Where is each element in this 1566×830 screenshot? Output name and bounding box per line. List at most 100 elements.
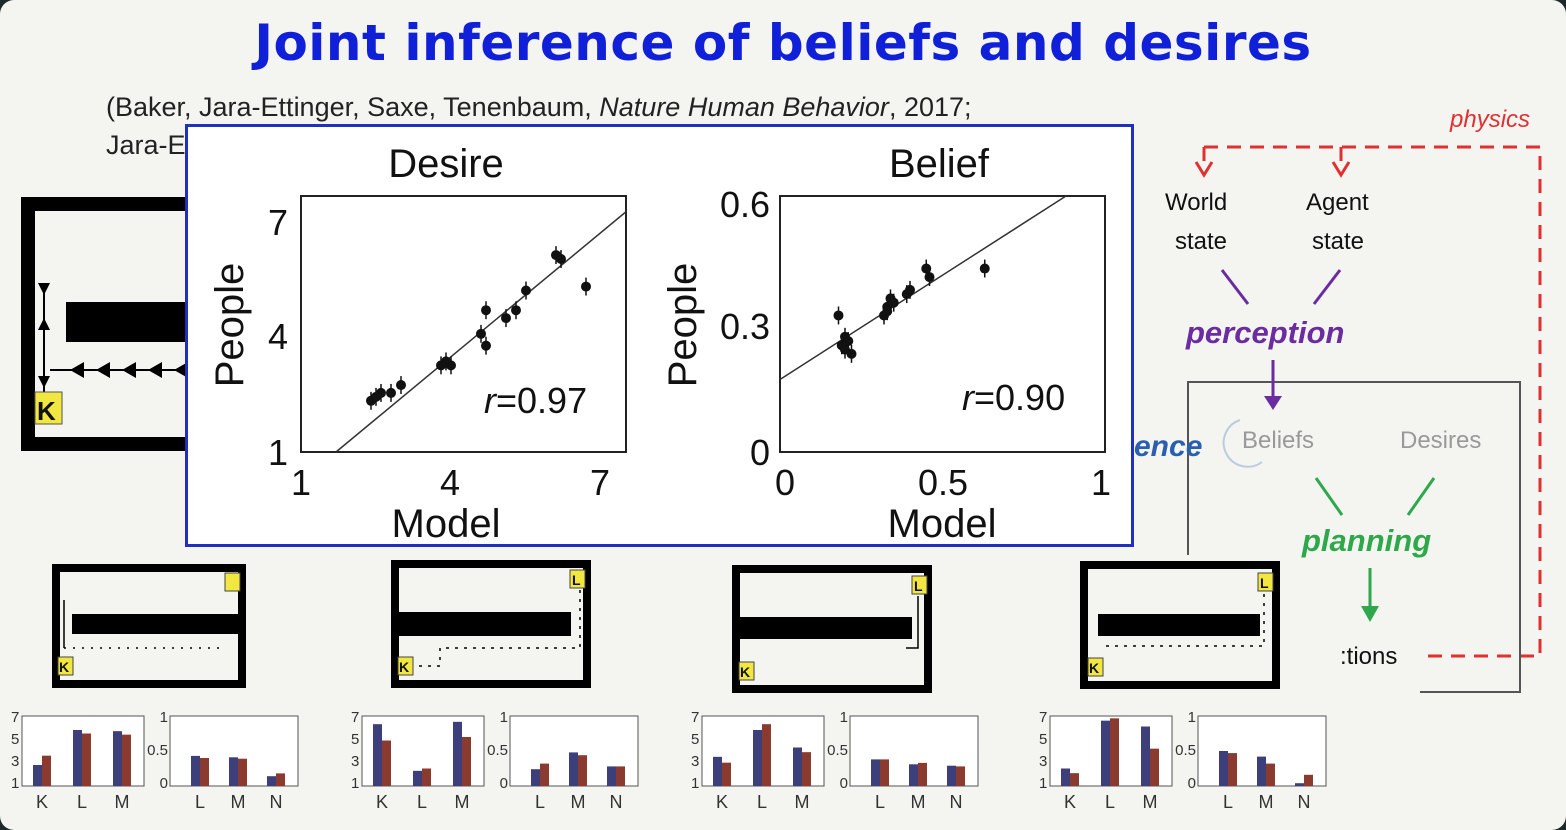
belief-point: [840, 331, 850, 342]
desire-plot-xlabel: Model: [392, 502, 501, 544]
inference-label: ence: [1134, 430, 1202, 463]
belief-xlabel: L: [875, 792, 885, 812]
belief-xlabel: N: [610, 792, 623, 812]
desire-bar-model: [753, 730, 762, 786]
desire-bar-model: [793, 747, 802, 786]
desire-point: [386, 387, 396, 398]
mind-box: [1187, 381, 1521, 693]
belief-bar-model: [1295, 783, 1304, 786]
belief-bar-people: [1304, 774, 1313, 786]
desire-xlabel: L: [417, 792, 427, 812]
desire-point: [556, 254, 566, 265]
desire-point: [476, 328, 486, 339]
large-maze: K: [21, 197, 205, 451]
citation-journal: Nature Human Behavior: [599, 92, 889, 122]
belief-point: [833, 310, 844, 321]
belief-xlabel: L: [195, 792, 205, 812]
beliefs-to-planning-line: [1314, 477, 1344, 516]
belief-bar-people: [918, 762, 927, 786]
belief-point: [888, 297, 899, 308]
agent-state-label-2: state: [1312, 228, 1364, 255]
belief-point: [882, 306, 893, 317]
belief-ytick-0: 0: [750, 432, 770, 473]
belief-ytick: 1: [160, 709, 168, 726]
scatter-inset: Desire Belief Model Model People People …: [185, 124, 1134, 547]
desire-ytick: 7: [351, 709, 359, 726]
desire-xlabel: M: [1143, 792, 1158, 812]
citation-year: , 2017;: [888, 92, 972, 122]
desire-xlabel: L: [757, 792, 767, 812]
desire-ytick: 3: [351, 753, 359, 770]
belief-ytick: 1: [840, 709, 848, 726]
desire-ytick-4: 4: [268, 316, 288, 357]
slide-title: Joint inference of beliefs and desires: [254, 14, 1312, 72]
belief-fit-line: [779, 195, 1067, 381]
belief-bar-model: [947, 765, 956, 786]
desire-ytick: 7: [691, 709, 699, 726]
belief-ytick: 0.5: [487, 742, 508, 759]
desire-ytick-1: 1: [268, 432, 288, 473]
desire-bar-people: [1150, 748, 1159, 786]
belief-bar-model: [229, 757, 238, 786]
desire-point: [501, 313, 511, 324]
belief-xlabel: L: [1223, 792, 1233, 812]
belief-bar-model: [191, 755, 200, 786]
maze-2-label-l: L: [572, 572, 581, 588]
belief-xlabel: N: [950, 792, 963, 812]
world-to-perception-line: [1220, 269, 1250, 305]
beliefs-label: Beliefs: [1242, 427, 1314, 454]
world-state-label-1: World: [1165, 189, 1227, 216]
desire-bar-people: [722, 762, 731, 786]
belief-plot-ylabel: People: [661, 263, 705, 388]
desire-point: [446, 360, 456, 371]
agent-state-label-1: Agent: [1306, 189, 1369, 216]
belief-bar-people: [540, 763, 549, 786]
desire-bar-model: [1101, 720, 1110, 786]
desire-bar-people: [382, 740, 391, 786]
belief-bar-people: [880, 759, 889, 786]
belief-xlabel: M: [911, 792, 926, 812]
belief-bar-people: [200, 758, 209, 786]
desire-ytick: 1: [691, 775, 699, 792]
belief-xlabel: L: [535, 792, 545, 812]
desire-xlabel: M: [455, 792, 470, 812]
desire-bar-model: [413, 770, 422, 786]
desire-xlabel: M: [795, 792, 810, 812]
maze-2: L K: [391, 560, 591, 688]
belief-bar-model: [1257, 756, 1266, 786]
physics-arrow-world: [1194, 161, 1214, 178]
belief-bar-model: [569, 752, 578, 786]
desire-bar-people: [42, 755, 51, 786]
desire-point: [481, 340, 491, 351]
belief-bar-people: [1228, 753, 1237, 786]
desire-point: [396, 380, 406, 391]
desire-point: [376, 387, 386, 398]
desire-xlabel: K: [376, 792, 388, 812]
belief-ytick: 0: [1188, 775, 1196, 792]
belief-xtick-1: 1: [1091, 462, 1111, 503]
belief-plot-frame: [779, 195, 1106, 453]
desires-label: Desires: [1400, 427, 1481, 454]
desire-bar-model: [33, 765, 42, 786]
desire-bar-people: [82, 733, 91, 786]
maze-4: L K: [1080, 561, 1280, 689]
belief-ytick: 1: [1188, 709, 1196, 726]
desire-ytick: 3: [11, 753, 19, 770]
desire-ytick: 1: [11, 775, 19, 792]
desire-plot-frame: [300, 195, 627, 453]
belief-bar-model: [267, 776, 276, 786]
belief-bar-people: [578, 755, 587, 786]
belief-bar-people: [616, 766, 625, 786]
desire-bar-people: [422, 768, 431, 786]
belief-ytick: 0: [500, 775, 508, 792]
desire-bar-people: [1110, 718, 1119, 786]
belief-r-symbol: r: [962, 377, 976, 418]
belief-bar-model: [1219, 751, 1228, 786]
desire-plot-ylabel: People: [208, 263, 252, 388]
desire-xtick-1: 1: [291, 462, 311, 503]
maze-3-label-l: L: [914, 578, 923, 594]
scatter-plots: Desire Belief Model Model People People …: [208, 142, 1111, 544]
desire-ytick: 3: [691, 753, 699, 770]
scatter-marks: [335, 195, 1067, 453]
desire-bar-people: [122, 734, 131, 786]
